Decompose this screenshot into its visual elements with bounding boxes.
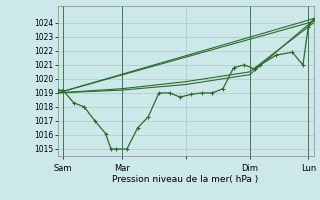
X-axis label: Pression niveau de la mer( hPa ): Pression niveau de la mer( hPa ) [112, 175, 259, 184]
